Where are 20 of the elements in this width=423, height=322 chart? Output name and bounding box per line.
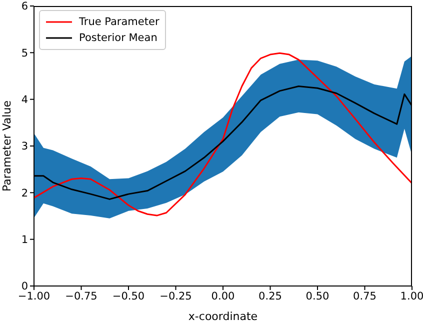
x-tick-label: −1.00 (18, 290, 50, 302)
y-tick-label: 3 (21, 140, 28, 153)
x-tick-label: 0.25 (258, 290, 282, 302)
y-tick-label: 0 (21, 280, 28, 293)
x-tick-label: 0.50 (306, 290, 330, 302)
x-tick-label: 0.75 (353, 290, 376, 302)
x-tick-label: 0.00 (211, 290, 235, 302)
legend-label: Posterior Mean (79, 32, 158, 44)
y-tick-label: 6 (21, 0, 28, 13)
x-tick-label: 1.00 (400, 290, 423, 302)
y-axis-title: Parameter Value (0, 100, 14, 192)
x-tick-label: −0.25 (160, 290, 192, 302)
x-tick-label: −0.50 (112, 290, 145, 302)
y-tick-label: 4 (21, 94, 28, 106)
y-tick-label: 2 (21, 187, 28, 200)
x-axis-title: x-coordinate (188, 310, 258, 322)
x-tick-label: −0.75 (65, 290, 98, 302)
y-tick-label: 1 (21, 234, 28, 246)
legend-label: True Parameter (79, 16, 160, 28)
y-tick-label: 5 (21, 47, 28, 60)
